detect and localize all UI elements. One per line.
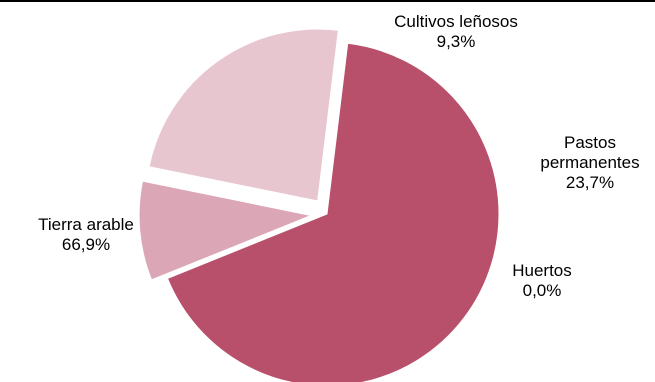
slice-name-tierra-arable: Tierra arable (38, 215, 134, 234)
pie-slices (138, 28, 500, 382)
slice-value-tierra-arable: 66,9% (62, 235, 110, 254)
pie-slice-tierra-arable (166, 42, 500, 382)
slice-name-cultivos-lenosos: Cultivos leñosos (394, 12, 518, 31)
slice-value-pastos-permanentes: 23,7% (566, 173, 614, 192)
pie-slice-cultivos-lenosos (138, 180, 313, 281)
slice-label-cultivos-lenosos: Cultivos leñosos 9,3% (394, 12, 518, 51)
slice-label-huertos: Huertos 0,0% (512, 261, 572, 300)
pie-labels: Cultivos leñosos 9,3% Pastos permanentes 23,… (38, 12, 639, 300)
slice-name-pastos-permanentes: permanentes (540, 153, 639, 172)
slice-name-huertos: Huertos (512, 261, 572, 280)
top-rule (0, 0, 655, 2)
pie-slice-pastos-permanentes (148, 28, 339, 202)
slice-value-huertos: 0,0% (523, 281, 562, 300)
slice-value-cultivos-lenosos: 9,3% (437, 32, 476, 51)
slice-label-tierra-arable: Tierra arable 66,9% (38, 215, 134, 254)
slice-name-pastos-permanentes: Pastos (564, 133, 616, 152)
slice-label-pastos-permanentes: Pastos permanentes 23,7% (540, 133, 639, 192)
